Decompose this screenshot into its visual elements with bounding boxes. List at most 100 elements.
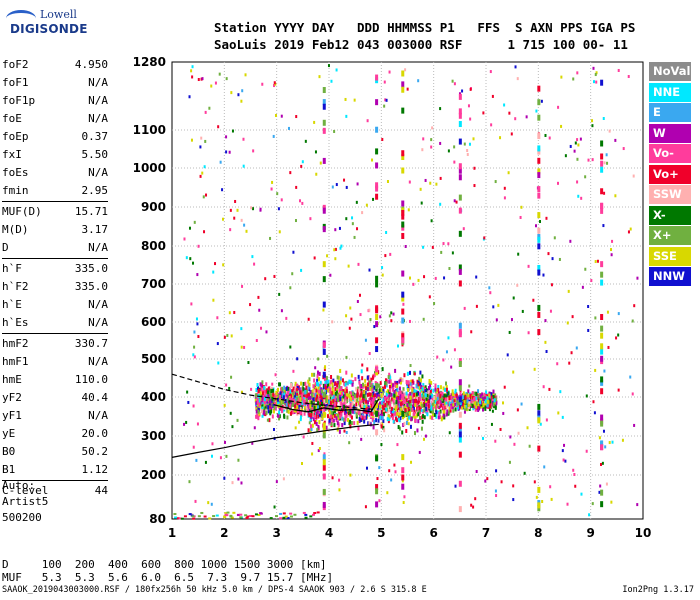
param-value: 4.950 (74, 58, 108, 71)
echo-point (462, 405, 465, 410)
ground-echo (259, 512, 263, 515)
echo-point (307, 385, 310, 390)
echo-point (456, 405, 459, 410)
noise-echo (549, 309, 552, 313)
echo-point (294, 391, 297, 396)
echo-point (310, 393, 313, 398)
echo-point (385, 381, 388, 386)
echo-point (382, 425, 385, 430)
param-separator (2, 258, 108, 259)
echo-point (359, 396, 362, 401)
echo-point (345, 389, 348, 394)
noise-echo (423, 275, 426, 279)
noise-echo (499, 427, 502, 431)
param-value: N/A (88, 298, 108, 311)
echo-point (301, 395, 304, 400)
noise-echo (636, 503, 639, 507)
echo-point (412, 403, 415, 408)
echo-point (368, 376, 371, 381)
echo-point (307, 407, 310, 412)
noise-echo (219, 160, 222, 164)
streak-echo (375, 148, 379, 155)
ground-echo (183, 515, 187, 518)
noise-echo (278, 230, 281, 234)
echo-point (437, 384, 440, 389)
echo-point (411, 407, 414, 412)
noise-echo (196, 322, 199, 326)
streak-echo (537, 148, 541, 155)
echo-point (326, 395, 329, 400)
echo-point (269, 404, 272, 409)
echo-point (269, 388, 272, 393)
noise-echo (192, 353, 195, 357)
streak-echo (537, 410, 541, 417)
echo-point (439, 396, 442, 401)
param-value: 335.0 (74, 280, 108, 293)
echo-point (437, 415, 440, 420)
echo-point (373, 410, 376, 415)
noise-echo (348, 441, 351, 445)
noise-echo (225, 383, 228, 387)
echo-point (371, 415, 374, 420)
echo-point (445, 401, 448, 406)
streak-echo (537, 114, 541, 121)
noise-echo (294, 219, 297, 223)
echo-point (469, 393, 472, 398)
noise-echo (240, 345, 243, 349)
echo-point (307, 392, 310, 397)
noise-echo (237, 458, 240, 462)
param-name: fxI (2, 148, 22, 161)
noise-echo (539, 422, 542, 426)
echo-point (342, 417, 345, 422)
noise-echo (594, 316, 597, 320)
echo-point (339, 376, 342, 381)
noise-echo (201, 171, 204, 175)
noise-echo (434, 276, 437, 280)
echo-point (255, 409, 258, 414)
noise-echo (566, 502, 569, 506)
echo-point (261, 391, 264, 396)
echo-point (268, 392, 271, 397)
echo-point (388, 372, 391, 377)
echo-point (323, 399, 326, 404)
echo-point (329, 407, 332, 412)
noise-echo (418, 450, 421, 454)
echo-point (477, 402, 480, 407)
echo-point (308, 377, 311, 382)
echo-point (486, 396, 489, 401)
noise-echo (401, 479, 404, 483)
echo-point (414, 411, 417, 416)
echo-point (389, 403, 392, 408)
echo-point (448, 410, 451, 415)
noise-echo (230, 375, 233, 379)
streak-echo (401, 333, 405, 340)
echo-point (277, 413, 280, 418)
noise-echo (299, 199, 302, 203)
echo-point (392, 399, 395, 404)
streak-echo (600, 501, 604, 508)
echo-point (291, 393, 294, 398)
param-name: B0 (2, 445, 16, 458)
echo-point (340, 401, 343, 406)
noise-echo (573, 472, 576, 476)
echo-point (451, 389, 454, 394)
echo-point (311, 389, 314, 394)
noise-echo (340, 244, 343, 248)
echo-point (425, 406, 428, 411)
echo-point (300, 410, 303, 415)
noise-echo (453, 348, 456, 352)
noise-echo (461, 89, 464, 93)
noise-echo (594, 73, 597, 77)
echo-point (418, 397, 421, 402)
echo-point (278, 410, 281, 415)
noise-echo (357, 262, 360, 266)
echo-point (494, 393, 497, 398)
param-name: foE (2, 112, 22, 125)
echo-point (284, 389, 287, 394)
echo-point (409, 391, 412, 396)
echo-point (366, 392, 369, 397)
streak-echo (458, 322, 462, 329)
echo-point (396, 397, 399, 402)
echo-point (291, 397, 294, 402)
echo-point (288, 397, 291, 402)
